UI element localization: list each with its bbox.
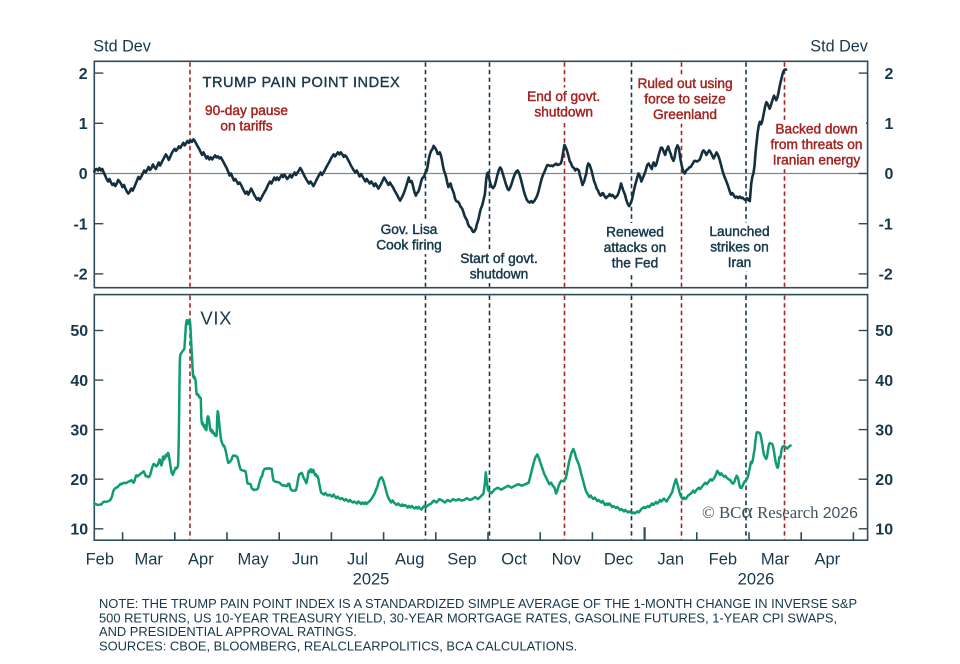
svg-text:30: 30 xyxy=(70,422,88,439)
svg-text:-2: -2 xyxy=(73,267,87,284)
svg-text:50: 50 xyxy=(70,323,88,340)
svg-text:2: 2 xyxy=(885,66,894,83)
svg-text:1: 1 xyxy=(79,116,88,133)
svg-text:1: 1 xyxy=(885,116,894,133)
svg-text:40: 40 xyxy=(70,373,88,390)
svg-text:Iran: Iran xyxy=(728,255,752,270)
svg-text:2: 2 xyxy=(79,66,88,83)
svg-text:Jan: Jan xyxy=(657,551,684,569)
svg-text:End of govt.: End of govt. xyxy=(527,89,600,104)
svg-text:Mar: Mar xyxy=(134,551,163,569)
svg-text:strikes on: strikes on xyxy=(710,240,769,255)
svg-text:VIX: VIX xyxy=(200,307,232,328)
svg-text:on tariffs: on tariffs xyxy=(220,119,272,134)
svg-text:-2: -2 xyxy=(879,267,893,284)
svg-text:Cook firing: Cook firing xyxy=(376,238,441,253)
svg-text:Start of govt.: Start of govt. xyxy=(460,251,538,266)
svg-text:-1: -1 xyxy=(73,216,87,233)
svg-text:TRUMP PAIN POINT INDEX: TRUMP PAIN POINT INDEX xyxy=(203,75,401,91)
svg-text:Nov: Nov xyxy=(552,551,582,569)
svg-text:Feb: Feb xyxy=(709,551,737,569)
svg-text:Backed down: Backed down xyxy=(775,121,857,136)
svg-text:May: May xyxy=(238,551,270,569)
svg-text:shutdown: shutdown xyxy=(470,267,529,282)
svg-text:50: 50 xyxy=(875,323,893,340)
svg-text:90-day pause: 90-day pause xyxy=(205,103,288,118)
svg-text:Std Dev: Std Dev xyxy=(810,37,868,55)
svg-text:Renewed: Renewed xyxy=(606,224,664,239)
svg-text:20: 20 xyxy=(70,472,88,489)
svg-text:-1: -1 xyxy=(879,216,893,233)
svg-text:Apr: Apr xyxy=(188,551,214,569)
svg-text:Launched: Launched xyxy=(709,224,769,239)
svg-text:Gov. Lisa: Gov. Lisa xyxy=(381,222,438,237)
svg-text:2025: 2025 xyxy=(353,570,390,588)
svg-text:shutdown: shutdown xyxy=(534,105,593,120)
svg-text:20: 20 xyxy=(875,472,893,489)
svg-text:Dec: Dec xyxy=(604,551,633,569)
svg-text:NOTE: THE TRUMP PAIN POINT IND: NOTE: THE TRUMP PAIN POINT INDEX IS A ST… xyxy=(99,596,857,611)
svg-text:Iranian energy: Iranian energy xyxy=(773,153,861,168)
svg-text:AND PRESIDENTIAL APPROVAL RATI: AND PRESIDENTIAL APPROVAL RATINGS. xyxy=(99,624,357,639)
svg-text:Sep: Sep xyxy=(447,551,476,569)
svg-text:0: 0 xyxy=(885,166,894,183)
svg-text:Jun: Jun xyxy=(292,551,319,569)
svg-text:2026: 2026 xyxy=(738,570,775,588)
svg-text:SOURCES: CBOE, BLOOMBERG, REAL: SOURCES: CBOE, BLOOMBERG, REALCLEARPOLIT… xyxy=(99,639,577,654)
svg-text:Apr: Apr xyxy=(814,551,840,569)
svg-text:10: 10 xyxy=(875,522,893,539)
svg-text:Greenland: Greenland xyxy=(653,107,717,122)
svg-text:Feb: Feb xyxy=(86,551,114,569)
svg-text:from threats on: from threats on xyxy=(770,137,862,152)
svg-text:Std Dev: Std Dev xyxy=(93,37,151,55)
svg-text:500 RETURNS, US 10-YEAR TREASU: 500 RETURNS, US 10-YEAR TREASURY YIELD, … xyxy=(99,611,837,626)
svg-text:40: 40 xyxy=(875,373,893,390)
svg-text:Aug: Aug xyxy=(395,551,424,569)
svg-text:Ruled out using: Ruled out using xyxy=(637,76,732,91)
svg-text:10: 10 xyxy=(70,522,88,539)
svg-text:Oct: Oct xyxy=(501,551,527,569)
svg-text:0: 0 xyxy=(79,166,88,183)
svg-text:the Fed: the Fed xyxy=(612,256,658,271)
svg-text:Mar: Mar xyxy=(761,551,790,569)
svg-text:30: 30 xyxy=(875,422,893,439)
svg-text:attacks on: attacks on xyxy=(604,240,666,255)
svg-text:Jul: Jul xyxy=(347,551,368,569)
svg-text:force to seize: force to seize xyxy=(644,92,725,107)
